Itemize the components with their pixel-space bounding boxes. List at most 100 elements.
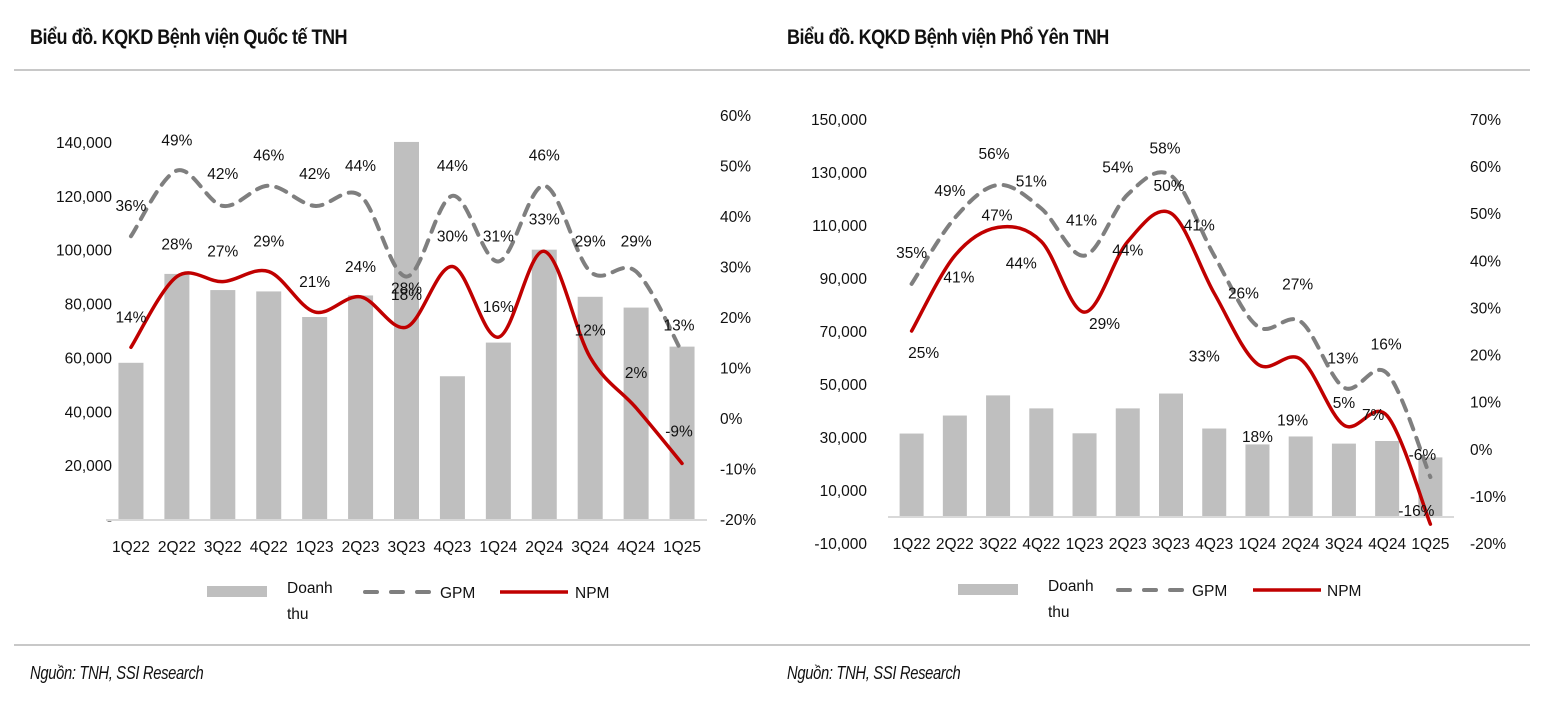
gpm-data-label: 42% xyxy=(299,166,330,183)
right-axis-tick-label: -20% xyxy=(1470,536,1506,553)
category-tick-label: 2Q23 xyxy=(342,539,380,556)
right-axis-tick-label: -10% xyxy=(720,462,756,479)
left-axis-tick-label: 130,000 xyxy=(811,165,867,182)
category-tick-label: 4Q24 xyxy=(617,539,655,556)
left-axis-tick-label: 70,000 xyxy=(820,324,868,341)
npm-data-label: 50% xyxy=(1153,178,1184,195)
legend-revenue-label: Doanh xyxy=(1048,578,1094,595)
npm-data-label: 24% xyxy=(345,259,376,276)
npm-data-label: 29% xyxy=(253,234,284,251)
legend-revenue-label-line2: thu xyxy=(1048,604,1070,621)
bottom-divider xyxy=(14,644,1530,646)
revenue-bar xyxy=(899,433,924,516)
gpm-data-label: 29% xyxy=(621,234,652,251)
gpm-data-label: 46% xyxy=(253,148,284,165)
right-axis-tick-label: 20% xyxy=(1470,348,1501,365)
left-axis-tick-label: 40,000 xyxy=(65,404,113,421)
npm-line xyxy=(129,249,684,466)
gpm-data-label: 35% xyxy=(896,245,927,262)
right-axis-tick-label: 60% xyxy=(720,108,751,125)
right-axis-tick-label: 40% xyxy=(1470,253,1501,270)
revenue-bar xyxy=(348,295,374,519)
category-tick-label: 1Q23 xyxy=(1066,536,1104,553)
gpm-data-label: 31% xyxy=(483,228,514,245)
npm-data-label: 44% xyxy=(1112,242,1143,259)
npm-data-label: 12% xyxy=(575,322,606,339)
right-axis-tick-label: 30% xyxy=(1470,300,1501,317)
chart-2-source: Nguồn: TNH, SSI Research xyxy=(787,663,961,683)
left-axis-tick-label: 10,000 xyxy=(820,483,868,500)
npm-data-label: 25% xyxy=(908,345,939,362)
revenue-bar xyxy=(439,376,465,519)
legend-gpm-label: GPM xyxy=(440,585,475,602)
category-tick-label: 1Q25 xyxy=(1411,536,1449,553)
chart-1-source: Nguồn: TNH, SSI Research xyxy=(30,663,204,683)
category-tick-label: 4Q23 xyxy=(433,539,471,556)
chart-1-title: Biểu đồ. KQKD Bệnh viện Quốc tế TNH xyxy=(30,26,348,49)
category-tick-label: 1Q22 xyxy=(112,539,150,556)
npm-data-label: 41% xyxy=(943,270,974,287)
npm-data-label: 2% xyxy=(625,365,648,382)
category-tick-label: 4Q23 xyxy=(1195,536,1233,553)
revenue-bar xyxy=(669,346,695,519)
revenue-bar xyxy=(623,307,649,519)
category-tick-label: 1Q24 xyxy=(479,539,517,556)
revenue-bar xyxy=(1375,440,1400,516)
npm-data-label: 5% xyxy=(1333,395,1356,412)
category-tick-label: 4Q22 xyxy=(1022,536,1060,553)
npm-data-label: 30% xyxy=(437,229,468,246)
category-tick-label: 2Q24 xyxy=(525,539,563,556)
category-tick-label: 1Q24 xyxy=(1239,536,1277,553)
top-divider xyxy=(14,69,1530,71)
npm-data-label: 33% xyxy=(529,211,560,228)
revenue-bar xyxy=(1029,408,1054,516)
category-tick-label: 2Q23 xyxy=(1109,536,1147,553)
gpm-data-label: 54% xyxy=(1102,159,1133,176)
legend-revenue-swatch xyxy=(207,586,267,597)
gpm-data-label: 56% xyxy=(979,146,1010,163)
gpm-data-label: 42% xyxy=(207,166,238,183)
gpm-data-label: 13% xyxy=(664,317,695,334)
revenue-bar xyxy=(1115,408,1140,516)
npm-data-label: -9% xyxy=(665,423,693,440)
gpm-data-label: 49% xyxy=(934,183,965,200)
npm-data-label: 28% xyxy=(161,237,192,254)
gpm-data-label: 46% xyxy=(529,148,560,165)
npm-data-label: 33% xyxy=(1189,348,1220,365)
category-tick-label: 2Q22 xyxy=(158,539,196,556)
left-axis-tick-label: -10,000 xyxy=(814,536,867,553)
left-axis-tick-label: 90,000 xyxy=(820,271,868,288)
npm-data-label: -16% xyxy=(1398,503,1434,520)
gpm-data-label: 49% xyxy=(161,133,192,150)
left-axis-tick-label: 110,000 xyxy=(812,218,867,235)
right-axis-tick-label: 20% xyxy=(720,310,751,327)
npm-data-label: 18% xyxy=(1242,429,1273,446)
revenue-bar xyxy=(302,317,328,519)
right-axis-tick-label: -20% xyxy=(720,512,756,529)
right-axis-tick-label: 10% xyxy=(1470,395,1501,412)
category-tick-label: 3Q23 xyxy=(388,539,426,556)
left-axis-tick-label: 140,000 xyxy=(56,135,112,152)
right-axis-tick-label: 30% xyxy=(720,260,751,277)
gpm-data-label: 44% xyxy=(345,158,376,175)
right-axis-tick-label: 10% xyxy=(720,361,751,378)
npm-data-label: 18% xyxy=(391,287,422,304)
category-tick-label: 3Q22 xyxy=(204,539,242,556)
category-tick-label: 1Q23 xyxy=(296,539,334,556)
npm-line xyxy=(909,209,1433,526)
legend-gpm-label: GPM xyxy=(1192,583,1227,600)
gpm-data-label: 29% xyxy=(575,234,606,251)
gpm-data-label: -6% xyxy=(1409,447,1437,464)
legend-revenue-swatch xyxy=(958,584,1018,595)
chart-quoc-te: -20,00040,00060,00080,000100,000120,0001… xyxy=(56,108,756,623)
npm-data-label: 21% xyxy=(299,274,330,291)
legend-revenue-label: Doanh xyxy=(287,580,333,597)
gpm-line xyxy=(909,170,1433,480)
gpm-line xyxy=(128,168,685,355)
left-axis-tick-label: 80,000 xyxy=(65,297,113,314)
right-axis-tick-label: 0% xyxy=(720,411,743,428)
right-axis-tick-label: 40% xyxy=(720,209,751,226)
gpm-data-label: 41% xyxy=(1066,213,1097,230)
revenue-bar xyxy=(118,362,144,519)
